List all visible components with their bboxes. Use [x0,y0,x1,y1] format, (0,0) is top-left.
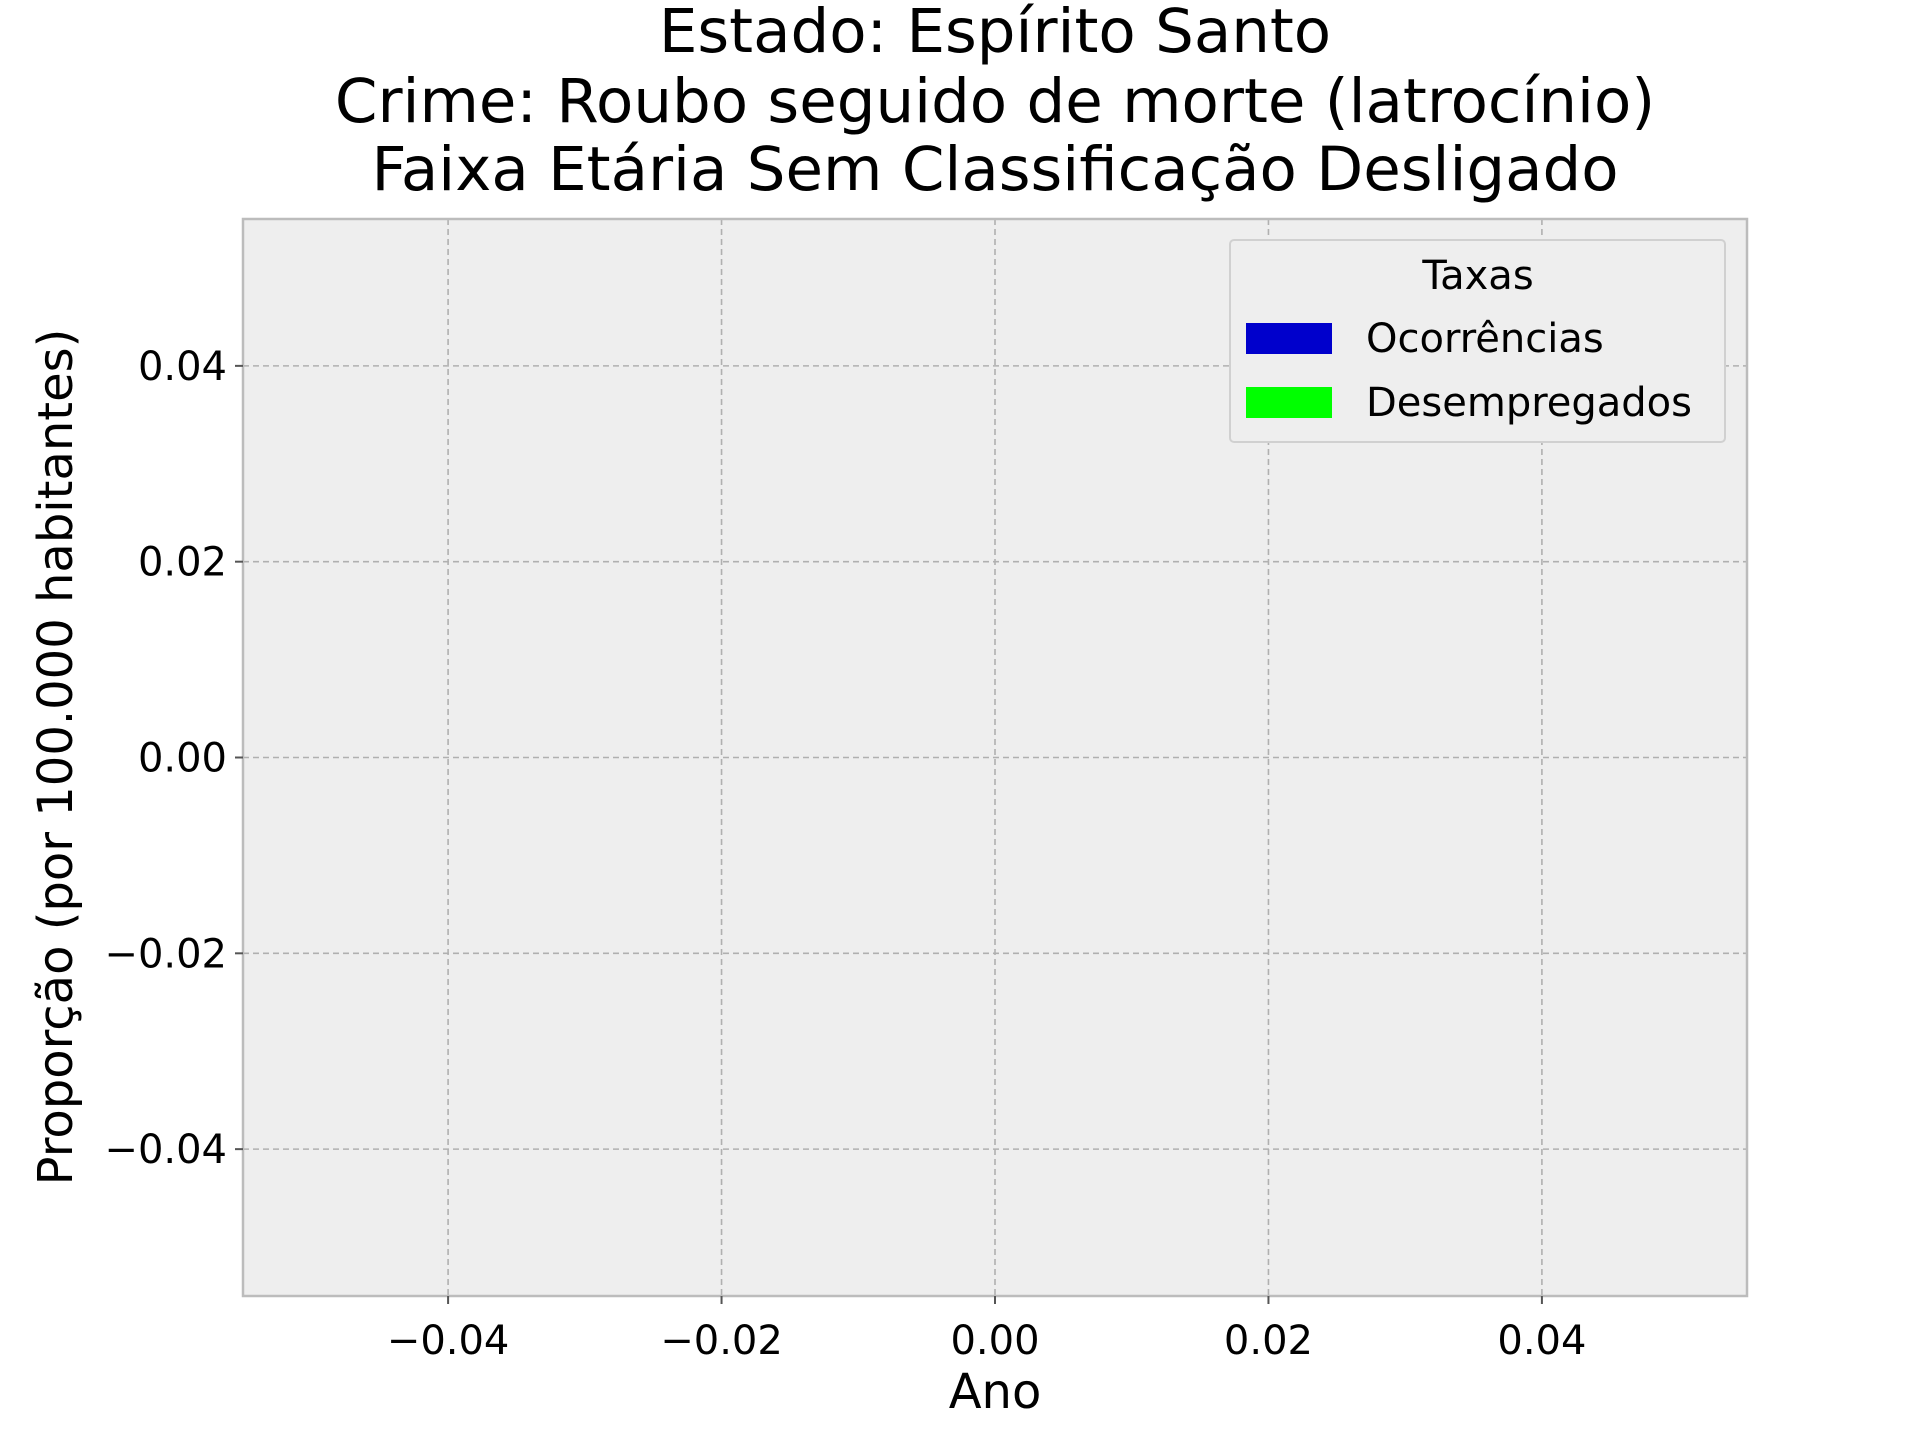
x-axis-label: Ano [949,1364,1042,1420]
y-tick-label: −0.04 [104,1127,227,1173]
title-line-2: Crime: Roubo seguido de morte (latrocíni… [335,66,1655,137]
legend: Taxas Ocorrências Desempregados [1229,239,1726,443]
y-axis-label: Proporção (por 100.000 habitantes) [28,329,84,1186]
legend-box [1229,239,1726,443]
legend-swatch-ocorrencias [1246,323,1332,354]
y-axis-ticks: −0.04 −0.02 0.00 0.02 0.04 [104,344,243,1173]
legend-swatch-desempregados [1246,387,1332,418]
y-tick-label: 0.04 [138,344,227,390]
legend-label-desempregados: Desempregados [1366,380,1692,426]
y-tick-label: 0.00 [138,736,227,782]
title-line-3: Faixa Etária Sem Classificação Desligado [371,134,1618,205]
x-tick-label: −0.04 [387,1318,510,1364]
legend-title: Taxas [1421,253,1533,299]
legend-label-ocorrencias: Ocorrências [1366,316,1604,362]
y-tick-label: −0.02 [104,931,227,977]
chart-title: Estado: Espírito Santo Crime: Roubo segu… [335,0,1655,205]
x-tick-label: −0.02 [660,1318,783,1364]
x-tick-label: 0.02 [1224,1318,1313,1364]
y-tick-label: 0.02 [138,540,227,586]
x-tick-label: 0.00 [950,1318,1039,1364]
x-axis-ticks: −0.04 −0.02 0.00 0.02 0.04 [387,1296,1586,1364]
title-line-1: Estado: Espírito Santo [659,0,1331,67]
x-tick-label: 0.04 [1497,1318,1586,1364]
grid [243,219,1747,1296]
